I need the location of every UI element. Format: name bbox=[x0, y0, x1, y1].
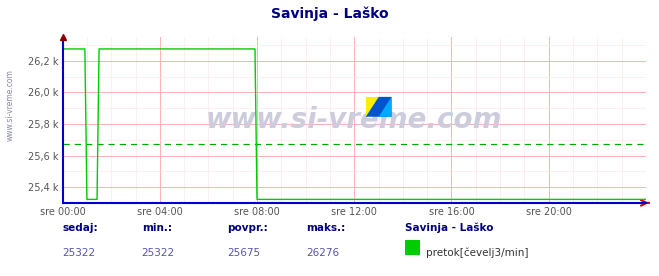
Text: 25675: 25675 bbox=[227, 248, 260, 258]
Text: www.si-vreme.com: www.si-vreme.com bbox=[206, 106, 502, 134]
Text: pretok[čevelj3/min]: pretok[čevelj3/min] bbox=[426, 248, 529, 258]
Text: 26276: 26276 bbox=[306, 248, 339, 258]
Text: Savinja - Laško: Savinja - Laško bbox=[271, 7, 388, 22]
Text: sedaj:: sedaj: bbox=[63, 223, 98, 233]
Polygon shape bbox=[366, 97, 379, 117]
Text: povpr.:: povpr.: bbox=[227, 223, 268, 233]
Text: www.si-vreme.com: www.si-vreme.com bbox=[5, 69, 14, 141]
Text: Savinja - Laško: Savinja - Laško bbox=[405, 223, 494, 233]
Text: 25322: 25322 bbox=[142, 248, 175, 258]
Polygon shape bbox=[379, 97, 391, 117]
Text: min.:: min.: bbox=[142, 223, 172, 233]
Polygon shape bbox=[366, 97, 391, 117]
Text: 25322: 25322 bbox=[63, 248, 96, 258]
Text: maks.:: maks.: bbox=[306, 223, 346, 233]
